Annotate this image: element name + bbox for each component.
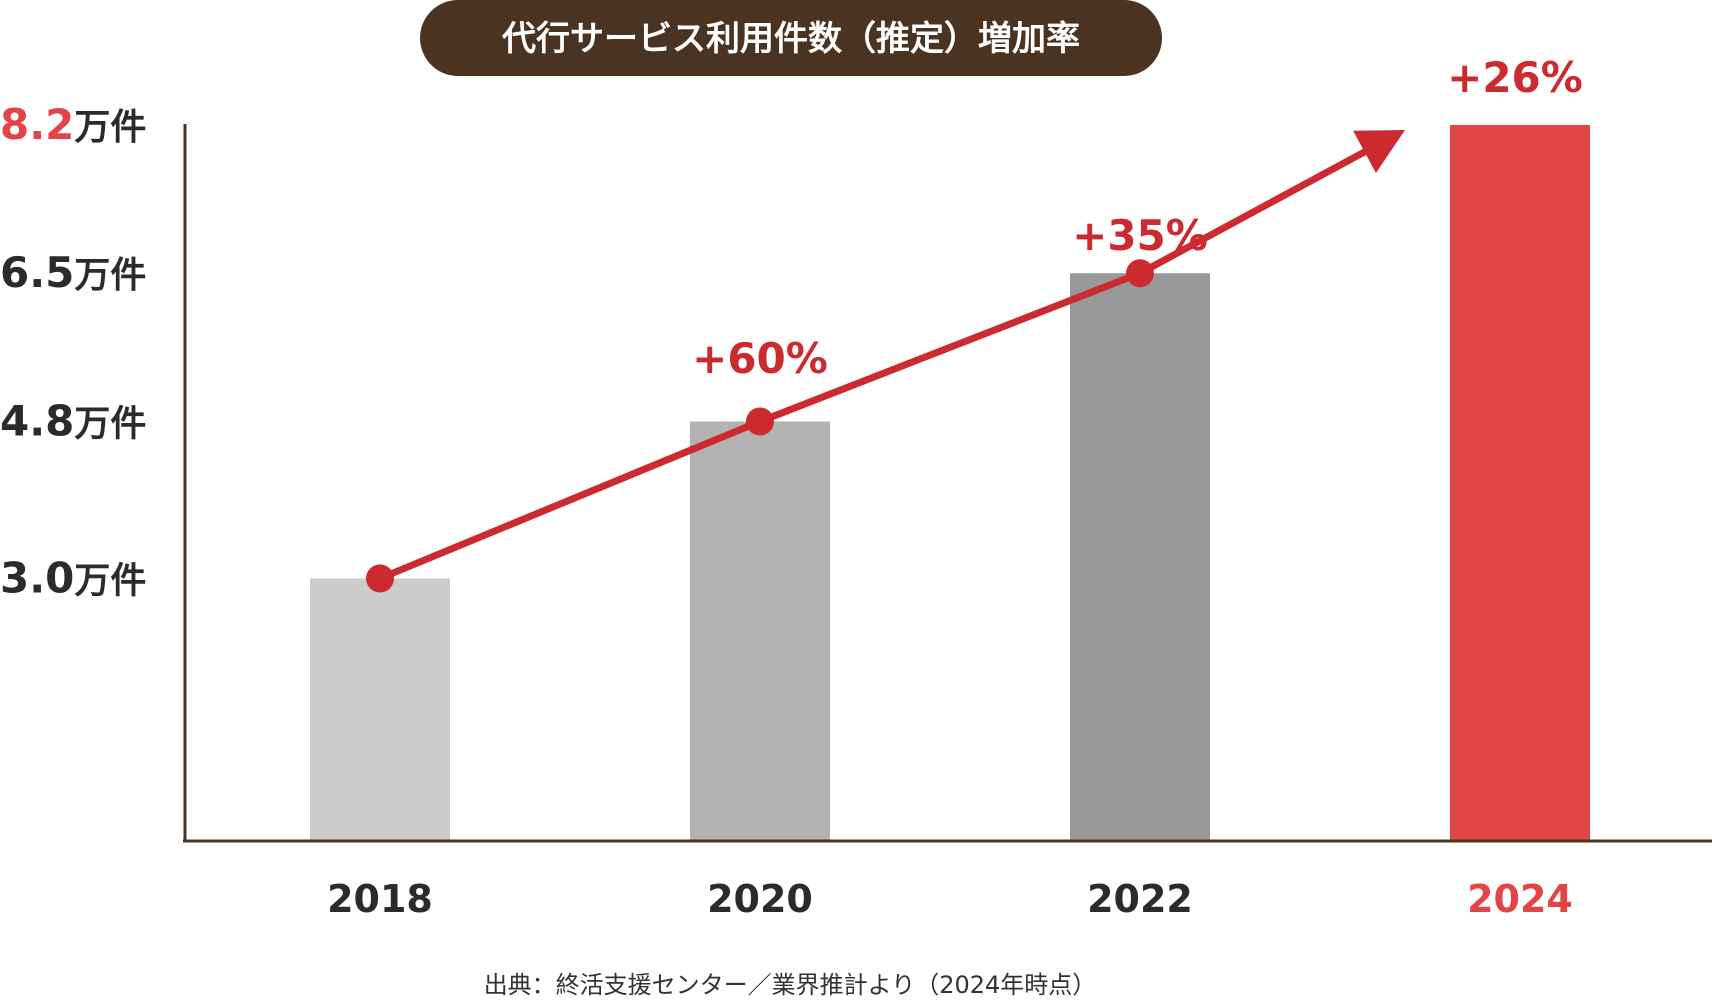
y-tick-value: 4.8 bbox=[0, 396, 74, 445]
bars bbox=[310, 125, 1590, 841]
x-tick-2020: 2020 bbox=[707, 877, 813, 921]
y-tick-value: 6.5 bbox=[0, 248, 74, 297]
chart-title-text: 代行サービス利用件数（推定）増加率 bbox=[501, 19, 1080, 59]
x-tick-2018: 2018 bbox=[327, 877, 433, 921]
bar-2018 bbox=[310, 578, 450, 840]
trend-arrowhead bbox=[1353, 130, 1405, 173]
y-tick-unit: 万件 bbox=[74, 107, 146, 148]
bar-2022 bbox=[1070, 273, 1210, 841]
y-tick-unit: 万件 bbox=[74, 403, 146, 444]
bar-2020 bbox=[690, 421, 830, 840]
y-tick-label: 3.0万件 bbox=[0, 553, 146, 602]
bar-2024 bbox=[1450, 125, 1590, 840]
x-tick-2022: 2022 bbox=[1087, 877, 1193, 921]
x-axis-ticks: 2018 2020 2022 2024 bbox=[327, 877, 1573, 921]
source-note: 出典：終活支援センター／業界推計より（2024年時点） bbox=[484, 971, 1097, 999]
chart-title-pill bbox=[420, 0, 1162, 76]
chart-title: 代行サービス利用件数（推定）増加率 bbox=[420, 0, 1162, 76]
trend-line-group bbox=[366, 130, 1405, 593]
growth-label-2022: +35% bbox=[1072, 211, 1208, 260]
y-tick-unit: 万件 bbox=[74, 560, 146, 601]
growth-label-2024: +26% bbox=[1447, 53, 1583, 102]
y-tick-value: 8.2 bbox=[0, 100, 74, 149]
x-tick-2024: 2024 bbox=[1467, 877, 1573, 921]
y-tick-label: 6.5万件 bbox=[0, 248, 146, 297]
trend-point-2020 bbox=[746, 407, 774, 436]
trend-point-2018 bbox=[366, 564, 394, 593]
y-tick-value: 3.0 bbox=[0, 553, 74, 602]
growth-label-2020: +60% bbox=[692, 334, 828, 383]
trend-line bbox=[378, 145, 1372, 582]
y-tick-label: 8.2万件 bbox=[0, 100, 146, 149]
y-tick-unit: 万件 bbox=[74, 255, 146, 296]
y-tick-label: 4.8万件 bbox=[0, 396, 146, 445]
trend-point-2022 bbox=[1126, 259, 1154, 288]
growth-labels: +60% +35% +26% bbox=[692, 53, 1583, 383]
